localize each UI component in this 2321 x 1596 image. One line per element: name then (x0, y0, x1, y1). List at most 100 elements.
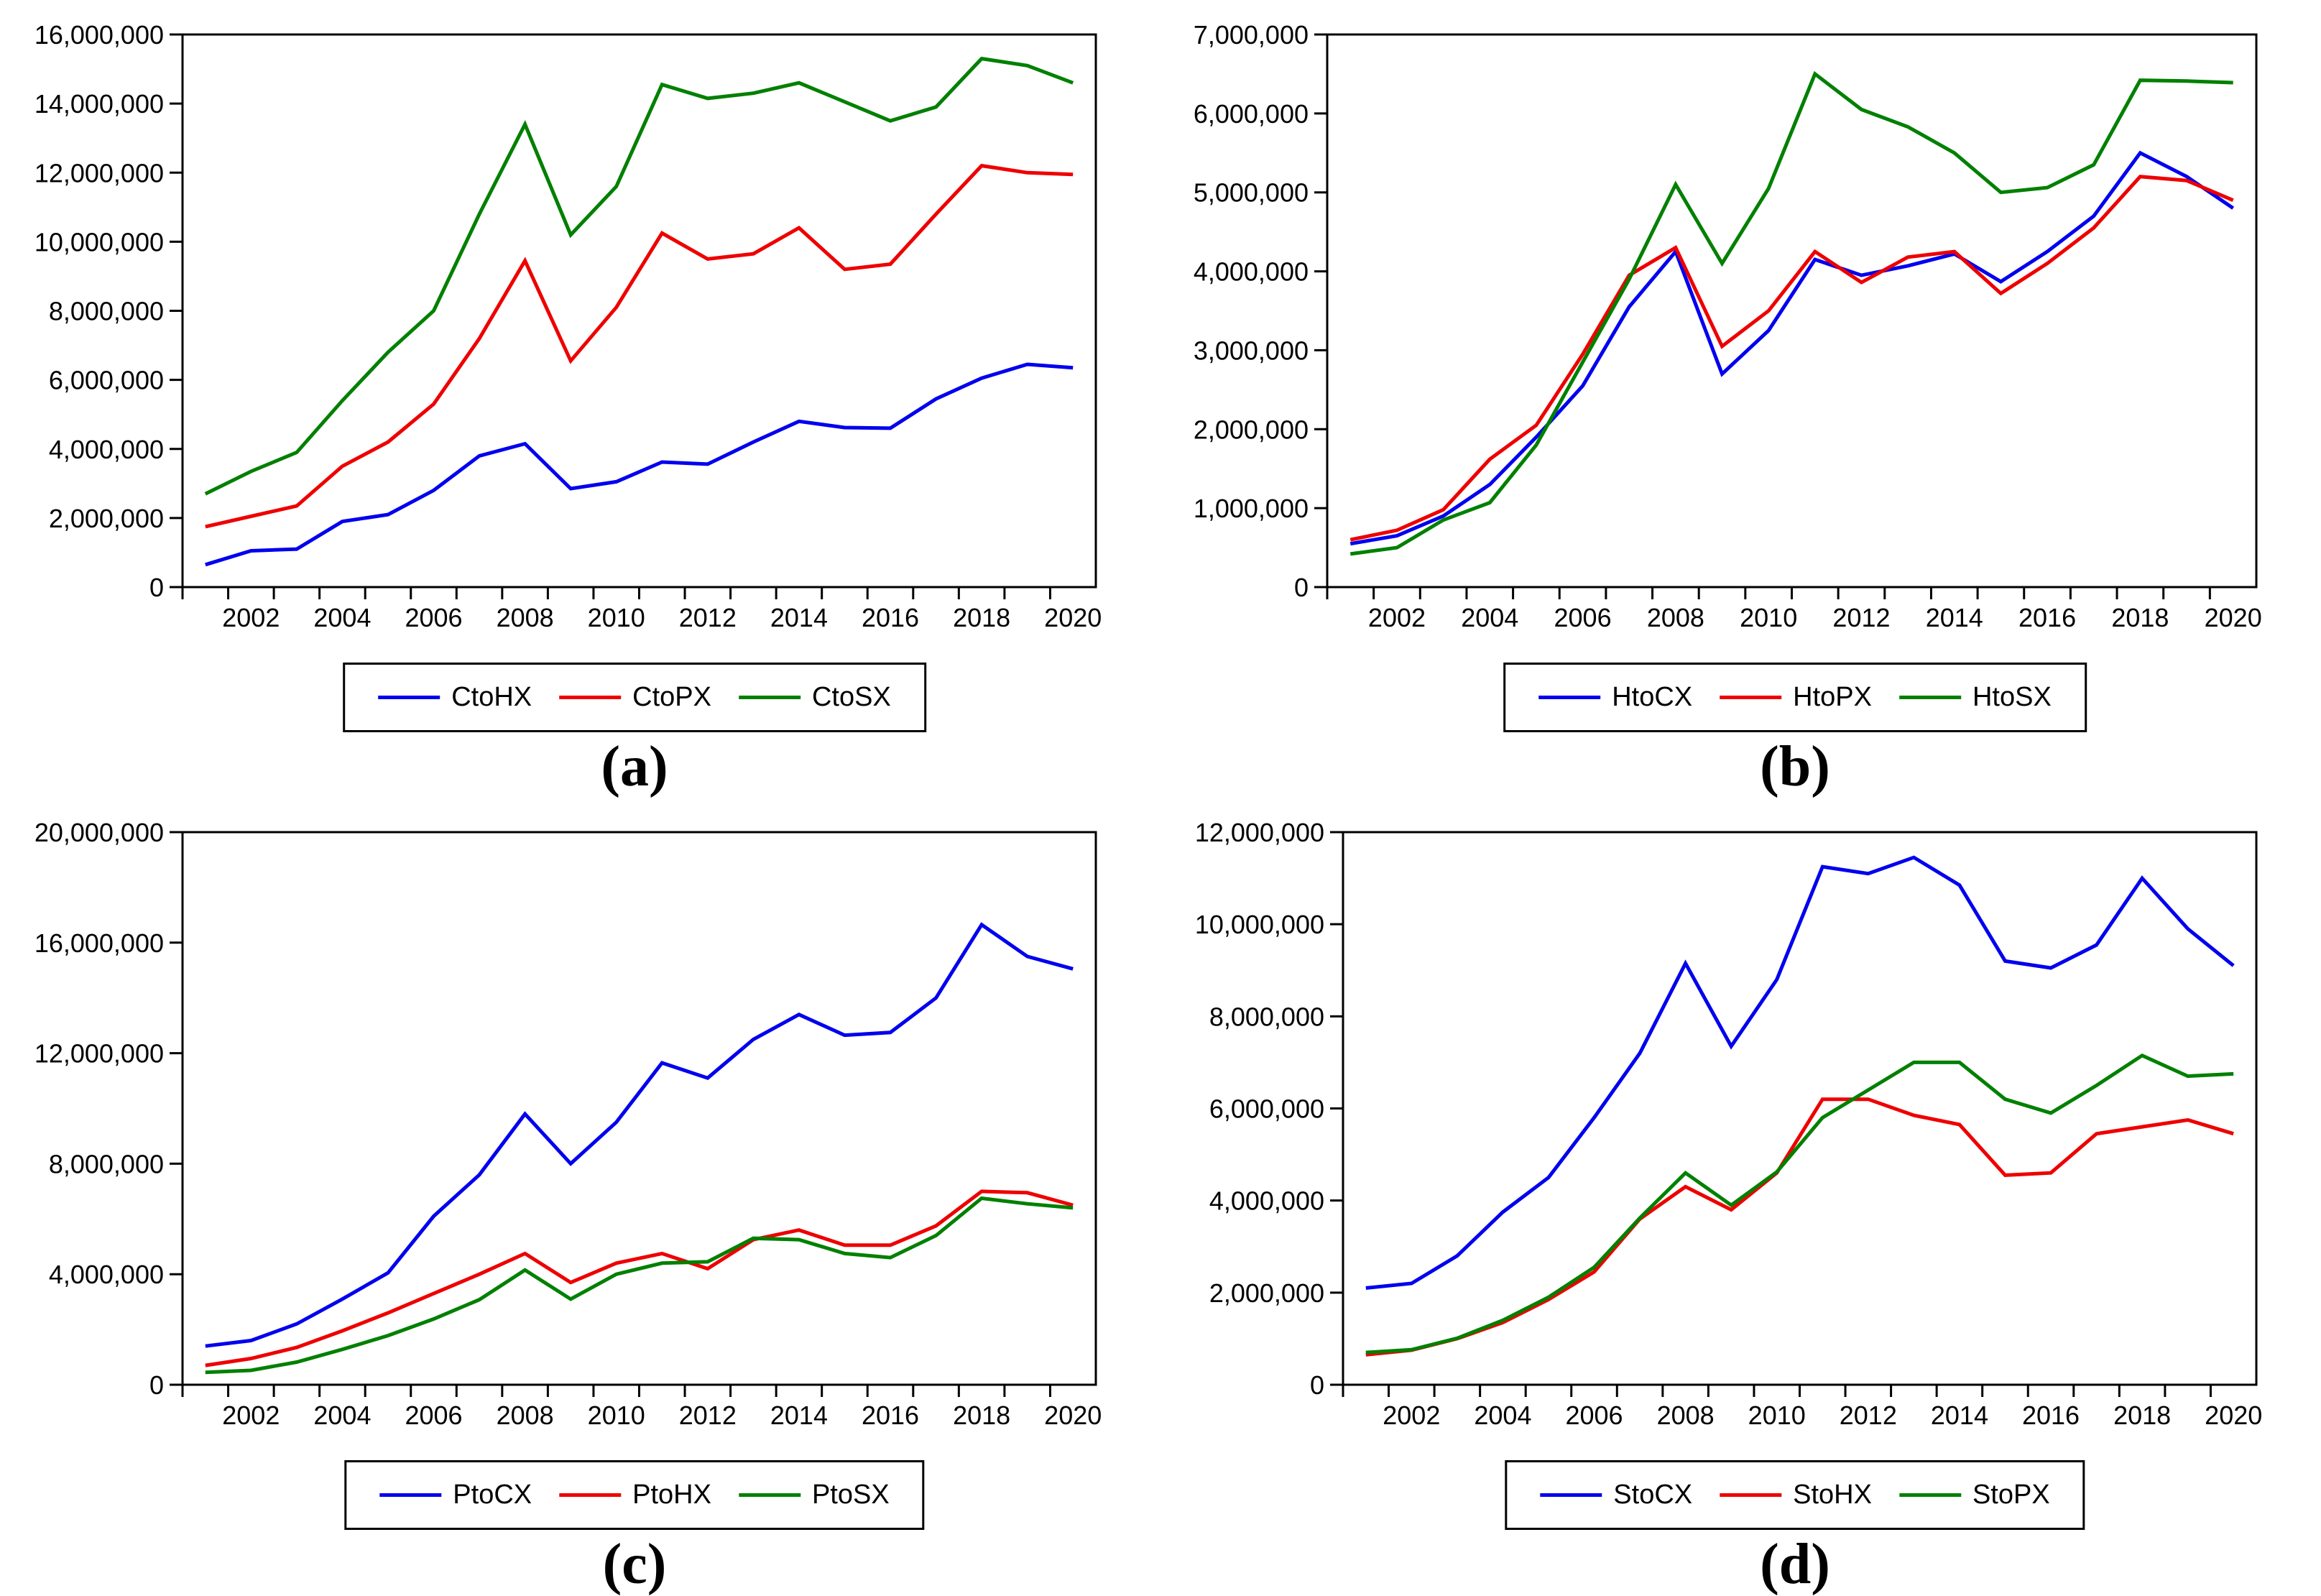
legend-label-StoCX: StoCX (1613, 1480, 1693, 1510)
x-axis-tick-label: 2010 (588, 1401, 645, 1430)
chart-panel-c: 0 4,000,000 8,000,000 12,000,000 16,000,000 2… (0, 798, 1160, 1596)
chart-panel-b: 0 1,000,000 2,000,000 3,000,000 4,000,000 5,0… (1160, 0, 2321, 798)
y-axis-tick-label: 8,000,000 (1209, 1002, 1324, 1031)
legend-swatch-PtoCX (379, 1493, 442, 1497)
x-axis-tick-label: 2016 (2022, 1401, 2080, 1430)
legend-entry-PtoCX: PtoCX (379, 1480, 532, 1510)
x-axis-tick-label: 2018 (2113, 1401, 2171, 1430)
y-axis-tick-label: 20,000,000 (34, 818, 164, 847)
plot-frame (1342, 831, 2258, 1386)
x-axis-tick-label: 2006 (405, 1401, 462, 1430)
caption-b: (b) (1760, 735, 1830, 798)
legend-label-PtoCX: PtoCX (453, 1480, 532, 1510)
x-axis-tick-label: 2016 (862, 603, 919, 632)
x-axis-tick-label: 2008 (497, 1401, 554, 1430)
series-line-CtoPX (205, 163, 1074, 529)
y-axis-tick-label: 0 (1310, 1370, 1324, 1400)
y-axis-tick-label: 12,000,000 (34, 1039, 164, 1069)
y-axis-tick-label: 3,000,000 (1194, 336, 1309, 365)
x-axis-tick-label: 2012 (1832, 603, 1890, 632)
y-axis-tick-label: 10,000,000 (1195, 910, 1324, 939)
x-axis-tick-label: 2002 (1383, 1401, 1440, 1430)
x-axis-tick-label: 2012 (1840, 1401, 1897, 1430)
legend-d: StoCX StoHX StoPX (1505, 1460, 2085, 1530)
x-axis-tick-label: 2002 (222, 1401, 280, 1430)
legend-swatch-HtoPX (1720, 696, 1782, 699)
y-axis-tick-label: 4,000,000 (1209, 1186, 1324, 1216)
legend-swatch-PtoHX (559, 1493, 622, 1497)
legend-swatch-StoCX (1540, 1493, 1602, 1497)
series-line-StoPX (1365, 1053, 2234, 1355)
legend-label-HtoPX: HtoPX (1793, 682, 1872, 712)
x-axis-tick-label: 2004 (313, 1401, 371, 1430)
legend-label-HtoCX: HtoCX (1612, 682, 1693, 712)
legend-entry-PtoSX: PtoSX (738, 1480, 890, 1510)
legend-swatch-PtoSX (738, 1493, 800, 1497)
caption-d: (d) (1760, 1533, 1830, 1596)
y-axis-tick-label: 6,000,000 (1194, 99, 1309, 129)
x-axis-tick-label: 2020 (2205, 603, 2262, 632)
legend-label-HtoSX: HtoSX (1972, 682, 2052, 712)
legend-entry-HtoPX: HtoPX (1720, 682, 1872, 713)
x-axis-tick-label: 2006 (1565, 1401, 1623, 1430)
y-axis-tick-label: 4,000,000 (49, 1260, 164, 1289)
caption-a: (a) (601, 735, 668, 798)
series-line-PtoHX (205, 1189, 1074, 1367)
plot-frame (181, 33, 1097, 589)
x-axis-tick-label: 2006 (1554, 603, 1612, 632)
x-axis-tick-label: 2010 (1748, 1401, 1806, 1430)
x-axis-tick-label: 2014 (770, 1401, 828, 1430)
x-axis-tick-label: 2008 (1657, 1401, 1715, 1430)
y-axis-tick-label: 8,000,000 (49, 1149, 164, 1178)
y-axis-tick-label: 16,000,000 (34, 20, 164, 50)
legend-entry-StoPX: StoPX (1898, 1480, 2050, 1510)
x-axis-tick-label: 2006 (405, 603, 462, 632)
x-axis-tick-label: 2020 (1044, 1401, 1102, 1430)
line-chart-a: 0 2,000,000 4,000,000 6,000,000 8,000,000 10,… (34, 20, 1102, 632)
series-line-StoHX (1365, 1097, 2234, 1357)
x-axis-tick-label: 2010 (1740, 603, 1797, 632)
legend-swatch-StoPX (1898, 1493, 1961, 1497)
y-axis-tick-label: 6,000,000 (49, 366, 164, 395)
y-axis-tick-label: 1,000,000 (1194, 494, 1309, 523)
chart-panel-a: 0 2,000,000 4,000,000 6,000,000 8,000,000 10,… (0, 0, 1160, 798)
caption-c: (c) (602, 1533, 667, 1596)
series-line-PtoSX (205, 1196, 1074, 1375)
x-axis-tick-label: 2018 (953, 1401, 1010, 1430)
x-axis-tick-label: 2002 (1368, 603, 1426, 632)
x-axis-tick-label: 2018 (2111, 603, 2169, 632)
y-axis-tick-label: 7,000,000 (1194, 20, 1309, 50)
legend-entry-CtoHX: CtoHX (378, 682, 532, 713)
y-axis-tick-label: 8,000,000 (49, 297, 164, 326)
legend-entry-StoHX: StoHX (1720, 1480, 1872, 1510)
y-axis-tick-label: 0 (1294, 573, 1309, 602)
x-axis-tick-label: 2014 (770, 603, 828, 632)
x-axis-tick-label: 2014 (1931, 1401, 1988, 1430)
y-axis-tick-label: 2,000,000 (49, 504, 164, 533)
legend-label-CtoHX: CtoHX (451, 682, 532, 712)
legend-swatch-StoHX (1720, 1493, 1782, 1497)
legend-b: HtoCX HtoPX HtoSX (1503, 663, 2087, 732)
x-axis-tick-label: 2014 (1926, 603, 1983, 632)
y-axis-tick-label: 12,000,000 (1195, 818, 1324, 847)
legend-swatch-CtoHX (378, 696, 440, 699)
y-axis-tick-label: 0 (149, 1370, 164, 1400)
chart-panel-d: 0 2,000,000 4,000,000 6,000,000 8,000,000 10,… (1160, 798, 2321, 1596)
x-axis-tick-label: 2010 (588, 603, 645, 632)
legend-entry-PtoHX: PtoHX (559, 1480, 711, 1510)
legend-label-StoHX: StoHX (1793, 1480, 1872, 1510)
legend-entry-CtoSX: CtoSX (738, 682, 891, 713)
series-line-CtoHX (205, 362, 1074, 567)
x-axis-tick-label: 2020 (2205, 1401, 2262, 1430)
legend-a: CtoHX CtoPX CtoSX (343, 663, 926, 732)
series-line-PtoCX (205, 922, 1074, 1348)
legend-entry-HtoCX: HtoCX (1538, 682, 1692, 713)
legend-swatch-HtoCX (1538, 696, 1601, 699)
legend-swatch-HtoSX (1898, 696, 1961, 699)
y-axis-tick-label: 4,000,000 (49, 435, 164, 464)
legend-entry-CtoPX: CtoPX (559, 682, 711, 713)
x-axis-tick-label: 2008 (1647, 603, 1704, 632)
x-axis-tick-label: 2016 (2018, 603, 2076, 632)
x-axis-tick-label: 2012 (679, 603, 737, 632)
legend-entry-StoCX: StoCX (1540, 1480, 1692, 1510)
